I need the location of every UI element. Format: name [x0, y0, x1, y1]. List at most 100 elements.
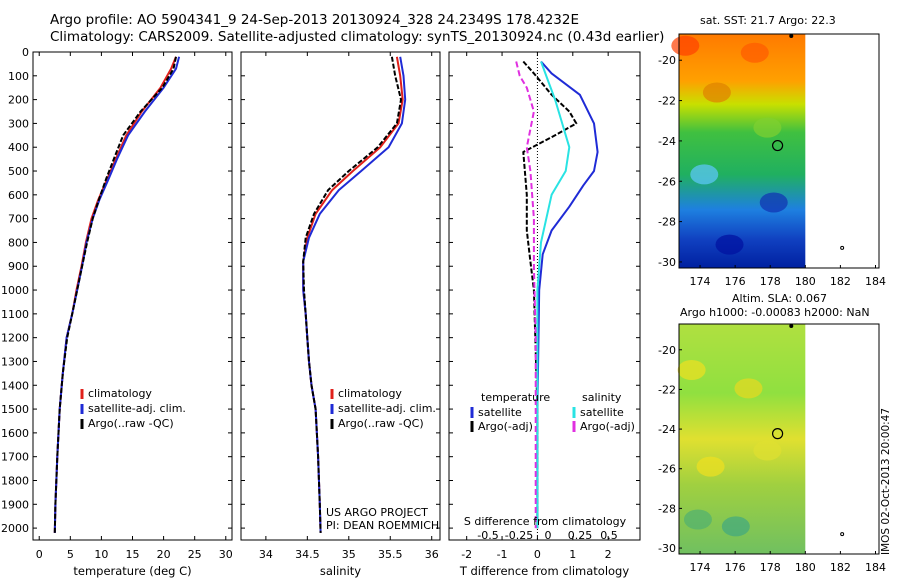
plot-frame-diff	[448, 51, 641, 541]
y-tick-label: 1800	[1, 474, 29, 487]
argo-position-marker	[771, 139, 784, 152]
legend-label: climatology	[338, 387, 402, 400]
series-line-temp-0	[53, 56, 177, 533]
y-tick-label: 300	[8, 117, 29, 130]
map-y-tick-label: -26	[658, 463, 676, 476]
y-tick-label: 900	[8, 260, 29, 273]
x-tick-label-sal: 34	[259, 548, 273, 561]
legend-label: satellite	[580, 406, 624, 419]
s-diff-tick-label: -0.25	[505, 529, 533, 542]
y-tick-label: 1000	[1, 284, 29, 297]
legend-label: climatology	[88, 387, 152, 400]
x-tick-label-temp: 10	[94, 548, 108, 561]
map-patch-sst	[715, 234, 744, 255]
x-tick-label-temp: 15	[126, 548, 140, 561]
map-x-tick-label: 184	[865, 275, 886, 288]
header-line-1: Argo profile: AO 5904341_9 24-Sep-2013 2…	[50, 12, 579, 28]
map-patch-sla	[721, 516, 750, 537]
map-y-tick-label: -20	[658, 344, 676, 357]
x-tick-label-diff: 0	[534, 548, 541, 561]
map-field-sst	[679, 34, 806, 268]
series-line-diff-3	[515, 61, 537, 529]
map-x-tick-label: 176	[725, 561, 746, 574]
y-tick-label: 800	[8, 236, 29, 249]
plot-frame-sal	[240, 51, 441, 541]
series-line-temp-2	[53, 56, 177, 533]
x-tick-label-diff: 1	[569, 548, 576, 561]
map-y-tick-label: -24	[658, 423, 676, 436]
x-tick-label-sal: 34.5	[295, 548, 320, 561]
island-marker	[840, 532, 845, 537]
x-tick-label-temp: 25	[188, 548, 202, 561]
s-diff-tick-label: -0.5	[477, 529, 498, 542]
map-y-tick-label: -30	[658, 542, 676, 555]
header-line-2: Climatology: CARS2009. Satellite-adjuste…	[50, 29, 665, 45]
y-tick-label: 1200	[1, 332, 29, 345]
map-y-tick-label: -24	[658, 135, 676, 148]
pi-annotation: PI: DEAN ROEMMICH	[326, 519, 439, 532]
series-line-diff-1	[522, 60, 578, 529]
y-tick-label: 1500	[1, 403, 29, 416]
x-tick-label-temp: 5	[67, 548, 74, 561]
island-marker	[789, 34, 794, 39]
map-patch-sst	[740, 42, 769, 63]
y-tick-label: 1600	[1, 427, 29, 440]
pi-annotation: US ARGO PROJECT	[326, 506, 428, 519]
legend-label: satellite	[478, 406, 522, 419]
x-tick-label-sal: 36	[425, 548, 439, 561]
map-x-tick-label: 178	[760, 561, 781, 574]
map-x-tick-label: 174	[690, 275, 711, 288]
x-tick-label-sal: 35	[342, 548, 356, 561]
y-tick-label: 600	[8, 189, 29, 202]
y-tick-label: 1300	[1, 355, 29, 368]
island-marker	[789, 323, 794, 328]
map-x-tick-label: 176	[725, 275, 746, 288]
sla-map-title: Altim. SLA: 0.067	[732, 292, 828, 305]
x-tick-label-diff: -1	[497, 548, 508, 561]
y-tick-label: 200	[8, 94, 29, 107]
x-tick-label-diff: -2	[461, 548, 472, 561]
y-tick-label: 2000	[1, 522, 29, 535]
map-x-tick-label: 182	[830, 275, 851, 288]
legend-label: Argo(..raw -QC)	[338, 417, 424, 430]
map-y-tick-label: -26	[658, 175, 676, 188]
y-tick-label: 1900	[1, 498, 29, 511]
y-tick-label: 500	[8, 165, 29, 178]
map-patch-sst	[759, 192, 788, 213]
y-tick-label: 700	[8, 213, 29, 226]
island-marker	[840, 245, 845, 250]
y-tick-label: 0	[22, 46, 29, 59]
x-tick-label-diff: 2	[605, 548, 612, 561]
map-patch-sla	[734, 378, 763, 399]
map-patch-sst	[753, 117, 782, 138]
map-patch-sla	[683, 509, 712, 530]
map-patch-sst	[671, 35, 700, 56]
map-y-tick-label: -28	[658, 502, 676, 515]
map-x-tick-label: 182	[830, 561, 851, 574]
x-tick-label-temp: 0	[36, 548, 43, 561]
map-y-tick-label: -22	[658, 383, 676, 396]
s-diff-tick-label: 0	[545, 529, 552, 542]
legend-title-temperature: temperature	[481, 391, 550, 404]
legend-label: satellite-adj. clim.	[338, 402, 436, 415]
map-patch-sla	[677, 360, 706, 380]
map-patch-sst	[702, 82, 731, 103]
legend-label: satellite-adj. clim.	[88, 402, 186, 415]
y-tick-label: 1700	[1, 451, 29, 464]
legend-label: Argo(-adj)	[478, 420, 533, 433]
map-patch-sla	[753, 440, 782, 461]
legend-label: Argo(-adj)	[580, 420, 635, 433]
map-y-tick-label: -30	[658, 256, 676, 269]
sla-map-subtitle: Argo h1000: -0.00083 h2000: NaN	[680, 306, 870, 319]
map-y-tick-label: -20	[658, 54, 676, 67]
s-diff-tick-label: 0.25	[568, 529, 593, 542]
x-tick-label-sal: 35.5	[378, 548, 403, 561]
map-frame-sst	[678, 33, 880, 269]
x-axis-label-diff: T difference from climatology	[459, 564, 630, 578]
legend-title-salinity: salinity	[582, 391, 622, 404]
map-x-tick-label: 178	[760, 275, 781, 288]
y-tick-label: 1400	[1, 379, 29, 392]
argo-position-marker	[771, 428, 784, 440]
map-x-tick-label: 180	[795, 561, 816, 574]
